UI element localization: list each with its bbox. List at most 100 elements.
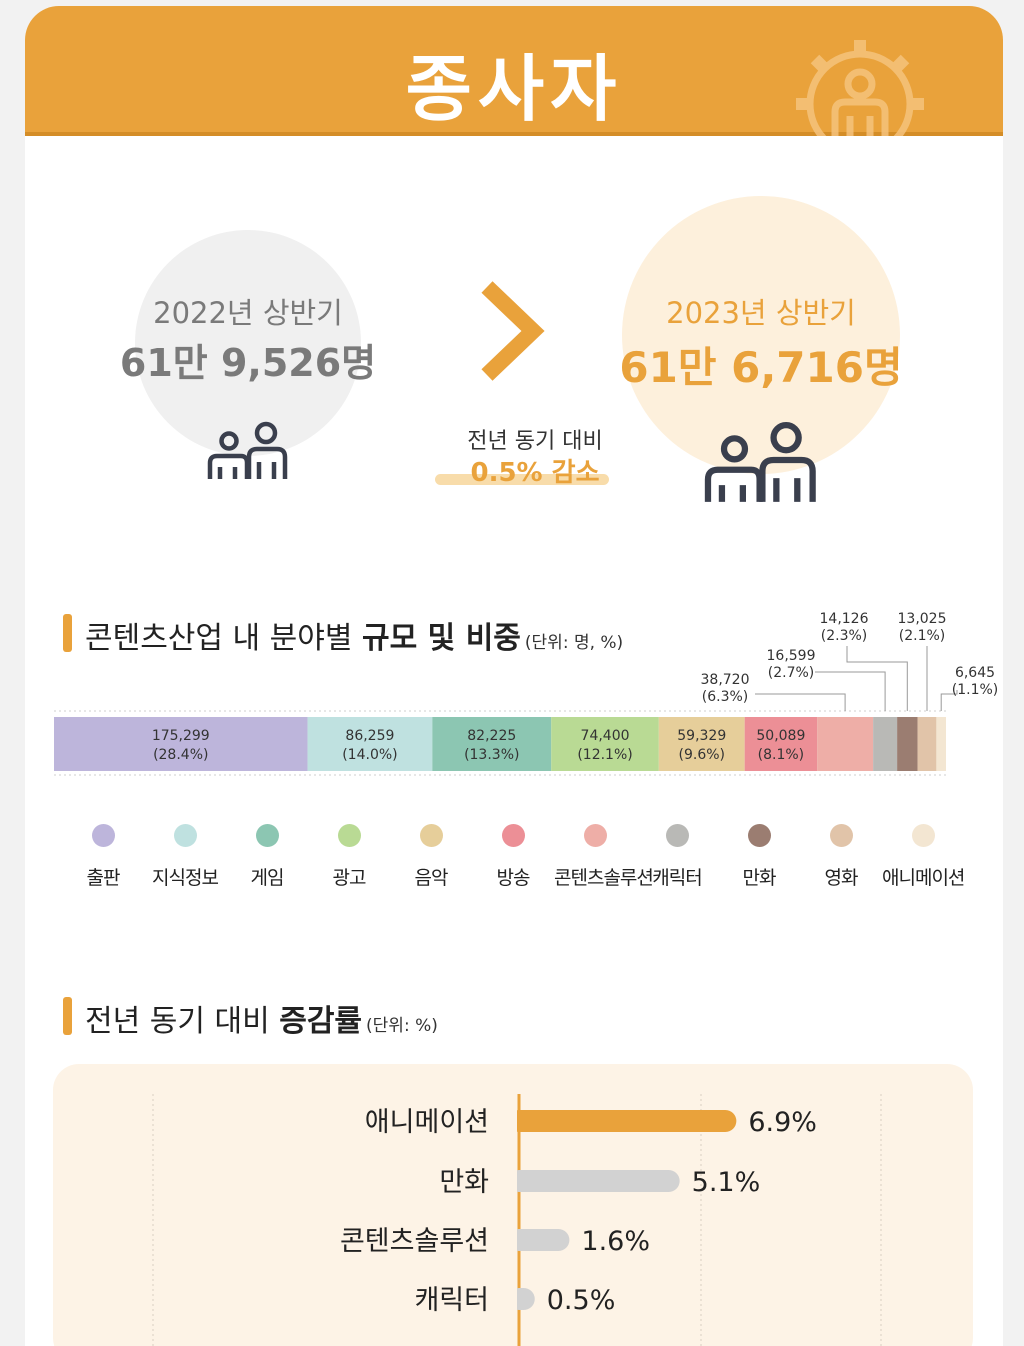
data-label-share: (9.6%): [679, 747, 726, 763]
legend-swatch: [501, 824, 525, 847]
data-label-share: (13.3%): [464, 747, 519, 763]
legend-item: 영화: [800, 824, 882, 890]
people-icon: [207, 421, 288, 479]
legend-swatch: [91, 824, 115, 847]
legend-label: 캐릭터: [652, 867, 702, 889]
people-icon: [704, 421, 816, 502]
data-label-share: (2.7%): [768, 665, 815, 681]
change-bar: [508, 1229, 570, 1251]
legend-item: 콘텐츠솔루션: [554, 824, 654, 890]
data-label-share: (12.1%): [577, 747, 632, 763]
legend-swatch: [337, 824, 361, 847]
legend-item: 방송: [472, 824, 554, 890]
legend-swatch: [829, 824, 853, 847]
legend-swatch: [665, 824, 689, 847]
section-marker: [63, 614, 72, 652]
infographic-card: 종사자 2022년 상반기 61만 9,526명: [25, 6, 1003, 1346]
data-label-value: 38,720: [701, 672, 750, 688]
curr-period-value: 61만 6,716명: [619, 343, 903, 392]
legend-item: 만화: [718, 824, 800, 890]
category-label: 캐릭터: [414, 1285, 489, 1316]
value-label: 5.1%: [692, 1167, 761, 1198]
category-label: 콘텐츠솔루션: [340, 1226, 489, 1257]
category-label: 애니메이션: [365, 1107, 489, 1138]
data-label-share: (2.1%): [899, 628, 946, 644]
callout-line: [755, 693, 846, 711]
data-label-share: (2.3%): [821, 628, 868, 644]
callout-line: [940, 690, 958, 711]
callout-line: [815, 671, 886, 711]
value-label: 0.5%: [547, 1285, 616, 1316]
section-marker: [63, 997, 72, 1035]
bar-mask: [507, 1109, 517, 1133]
legend-label: 음악: [414, 867, 449, 889]
data-label-value: 6,645: [955, 665, 995, 681]
data-label-value: 59,329: [677, 728, 726, 744]
change-chart-panel: 애니메이션 6.9% 만화 5.1% 콘텐츠솔루션 1.6% 캐릭터 0.5%: [53, 1064, 973, 1346]
bar-mask: [507, 1169, 517, 1193]
bar-segment: [873, 717, 898, 771]
stacked-share-chart: 175,299 (28.4%) 86,259 (14.0%) 82,225 (13.3%)…: [54, 611, 999, 776]
data-label-value: 86,259: [345, 728, 394, 744]
legend-label: 영화: [824, 867, 859, 889]
legend-item: 광고: [308, 824, 390, 890]
section-title-share: 콘텐츠산업 내 분야별 규모 및 비중 (단위: 명, %): [85, 613, 623, 657]
data-label-value: 50,089: [756, 728, 805, 744]
legend-item: 캐릭터: [636, 824, 718, 890]
legend-label: 광고: [332, 867, 367, 889]
legend-item: 게임: [226, 824, 308, 890]
legend-swatch: [747, 824, 771, 847]
data-label-value: 13,025: [898, 611, 947, 627]
value-label: 6.9%: [748, 1107, 817, 1138]
section-title-bold: 규모 및 비중: [362, 621, 521, 656]
data-label-share: (6.3%): [702, 689, 749, 705]
legend-label: 출판: [86, 867, 121, 889]
bar-segment: [817, 717, 874, 771]
data-label-value: 14,126: [820, 611, 869, 627]
change-rate-chart: 애니메이션 6.9% 만화 5.1% 콘텐츠솔루션 1.6% 캐릭터 0.5%: [152, 1094, 882, 1346]
compare-highlight: [435, 474, 609, 485]
page-title: 종사자: [405, 47, 623, 131]
bar-segment: [744, 717, 818, 771]
legend-swatch: [583, 824, 607, 847]
legend-swatch: [173, 824, 197, 847]
section-title-change: 전년 동기 대비 증감률 (단위: %): [85, 996, 438, 1040]
legend-label: 만화: [742, 867, 777, 889]
section-title-bold: 증감률: [279, 1004, 363, 1039]
legend-label: 게임: [250, 867, 285, 889]
data-label-share: (14.0%): [342, 747, 397, 763]
prev-period-circle: [135, 230, 361, 456]
data-label-value: 175,299: [152, 728, 210, 744]
legend-swatch: [911, 824, 935, 847]
data-label-value: 16,599: [767, 648, 816, 664]
legend-item: 지식정보: [144, 824, 226, 890]
prev-period-label: 2022년 상반기: [153, 296, 343, 330]
section-unit: (단위: 명, %): [524, 633, 624, 653]
legend-label: 방송: [496, 867, 531, 889]
curr-period-label: 2023년 상반기: [666, 296, 856, 330]
callout-line: [846, 646, 908, 711]
curr-period-circle: [622, 196, 900, 474]
bar-segment: [551, 717, 659, 771]
bar-segment: [54, 717, 308, 771]
legend-label: 콘텐츠솔루션: [554, 867, 654, 889]
legend-swatch: [255, 824, 279, 847]
section-unit: (단위: %): [366, 1016, 438, 1036]
data-label-value: 82,225: [467, 728, 516, 744]
compare-label: 전년 동기 대비: [467, 429, 603, 454]
bar-segment: [307, 717, 433, 771]
legend-label: 지식정보: [152, 867, 219, 889]
bar-segment: [432, 717, 552, 771]
change-bar: [508, 1170, 680, 1192]
bar-segment: [897, 717, 918, 771]
compare-badge: 0.5% 감소: [430, 452, 640, 488]
change-bar: [508, 1110, 737, 1132]
prev-period-value: 61만 9,526명: [119, 341, 377, 385]
category-label: 만화: [439, 1167, 489, 1198]
legend-swatch: [419, 824, 443, 847]
legend-item: 애니메이션: [882, 824, 965, 890]
gear-worker-icon: [796, 40, 924, 136]
data-label-share: (1.1%): [952, 682, 999, 698]
data-label-share: (28.4%): [153, 747, 208, 763]
header-banner: 종사자: [25, 6, 1003, 136]
